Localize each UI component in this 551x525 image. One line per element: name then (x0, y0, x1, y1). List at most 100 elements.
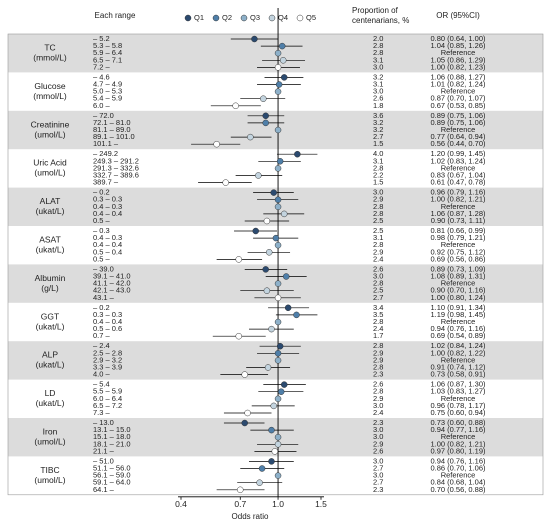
range-label: 2.9 – 3.2 (93, 355, 122, 364)
range-label: 51.1 – 56.0 (93, 463, 131, 472)
or-label: 0.77 (0.64, 0.94) (430, 132, 486, 141)
or-label: 1.01 (0.82, 1.24) (430, 79, 486, 88)
or-point (274, 88, 282, 95)
or-label: 1.06 (0.87, 1.28) (430, 209, 486, 218)
range-label: 5.9 – 6.4 (93, 48, 122, 57)
proportion-label: 3.0 (373, 425, 383, 434)
or-label: 1.10 (0.91, 1.34) (430, 303, 486, 312)
range-label: – 0.3 (93, 226, 110, 235)
range-label: – 72.0 (93, 111, 114, 120)
group-unit: (ukat/L) (36, 321, 65, 331)
range-label: – 4.6 (93, 72, 110, 81)
range-label: 72.1 – 81.0 (93, 118, 131, 127)
proportion-label: 2.8 (373, 279, 383, 288)
or-label: Reference (441, 125, 476, 134)
or-label: Reference (441, 279, 476, 288)
or-point (274, 126, 282, 134)
range-label: 39.1 – 41.0 (93, 271, 131, 280)
proportion-label: 2.4 (373, 408, 383, 417)
group-name: GGT (41, 311, 59, 321)
range-label: 7.3 – (93, 408, 111, 417)
or-label: Reference (441, 471, 476, 480)
proportion-label: 2.7 (373, 463, 383, 472)
legend-swatch (184, 14, 192, 22)
or-label: 0.96 (0.79, 1.16) (430, 188, 486, 197)
or-label: 0.73 (0.58, 0.91) (430, 370, 486, 379)
or-point (274, 294, 282, 302)
proportion-label: 2.8 (373, 362, 383, 371)
or-label: 0.98 (0.79, 1.21) (430, 233, 486, 242)
group-unit: (mmol/L) (33, 91, 67, 101)
range-label: 42.1 – 43.0 (93, 286, 131, 295)
range-label: 43.1 – (93, 293, 115, 302)
proportion-label: 2.8 (373, 209, 383, 218)
or-point (235, 332, 243, 340)
or-point (279, 57, 287, 64)
frame (7, 33, 544, 496)
group-name: LD (45, 388, 56, 398)
or-label: 0.87 (0.70, 1.07) (430, 94, 486, 103)
legend-label: Q5 (306, 13, 316, 22)
range-label: 6.5 – 7.1 (93, 55, 122, 64)
or-point (272, 234, 280, 242)
or-label: Reference (441, 317, 476, 326)
proportion-label: 3.1 (373, 233, 383, 242)
proportion-label: 2.9 (373, 355, 383, 364)
or-label: 1.04 (0.85, 1.26) (430, 41, 486, 50)
or-point (274, 433, 282, 441)
proportion-label: 2.3 (373, 485, 383, 494)
or-point (274, 64, 282, 71)
proportion-label: 2.4 (373, 254, 383, 263)
or-label: 0.69 (0.56, 0.86) (430, 254, 486, 263)
or-point (268, 325, 275, 333)
legend-swatch (268, 14, 276, 22)
range-label: 2.5 – 2.8 (93, 348, 122, 357)
proportion-label: 2.8 (373, 341, 383, 350)
range-label: 332.7 – 389.6 (93, 170, 139, 179)
or-point (255, 172, 262, 179)
group-name: TC (44, 42, 55, 52)
range-label: 0.4 – 0.4 (93, 240, 122, 249)
legend-label: Q1 (194, 13, 204, 22)
or-point (262, 112, 269, 120)
proportion-label: 2.2 (373, 170, 383, 179)
or-label: 0.56 (0.44, 0.70) (430, 139, 486, 148)
proportion-label: 2.8 (373, 240, 383, 249)
proportion-label: 3.5 (373, 310, 383, 319)
or-label: 0.94 (0.77, 1.16) (430, 425, 486, 434)
or-point (271, 448, 279, 455)
or-point (293, 311, 300, 319)
range-label: 0.3 – 0.3 (93, 310, 122, 319)
group-unit: (ukat/L) (36, 398, 65, 408)
range-label: 6.0 – (93, 101, 111, 110)
group-unit: (ukat/L) (36, 206, 65, 216)
range-label: 59.1 – 64.0 (93, 478, 131, 487)
or-point (280, 381, 288, 388)
or-label: 0.90 (0.70, 1.16) (430, 286, 486, 295)
proportion-label: 2.6 (373, 380, 383, 389)
or-label: 1.00 (0.82, 1.21) (430, 195, 486, 204)
proportion-label: 2.9 (373, 439, 383, 448)
header-or: OR (95%CI) (436, 11, 480, 20)
group-unit: (umol/L) (34, 436, 65, 446)
or-label: 0.92 (0.75, 1.12) (430, 247, 486, 256)
group-name: TIBC (40, 465, 59, 475)
range-label: – 5.2 (93, 34, 110, 43)
range-label: 81.1 – 89.0 (93, 125, 131, 134)
proportion-label: 2.6 (373, 94, 383, 103)
or-label: 0.73 (0.60, 0.88) (430, 418, 486, 427)
proportion-label: 3.0 (373, 188, 383, 197)
or-label: 1.06 (0.88, 1.27) (430, 72, 486, 81)
x-tick-label: 1.5 (315, 499, 327, 509)
range-label: 64.1 – (93, 485, 115, 494)
x-tick-label: 1.0 (272, 499, 284, 509)
or-point (251, 35, 258, 43)
or-point (237, 486, 244, 494)
proportion-label: 2.5 (373, 226, 383, 235)
proportion-label: 3.0 (373, 62, 383, 71)
proportion-label: 2.3 (373, 370, 383, 379)
header-proportion: Proportion of (352, 6, 399, 15)
or-point (274, 318, 282, 326)
or-point (263, 287, 271, 294)
or-label: 1.00 (0.82, 1.22) (430, 348, 486, 357)
